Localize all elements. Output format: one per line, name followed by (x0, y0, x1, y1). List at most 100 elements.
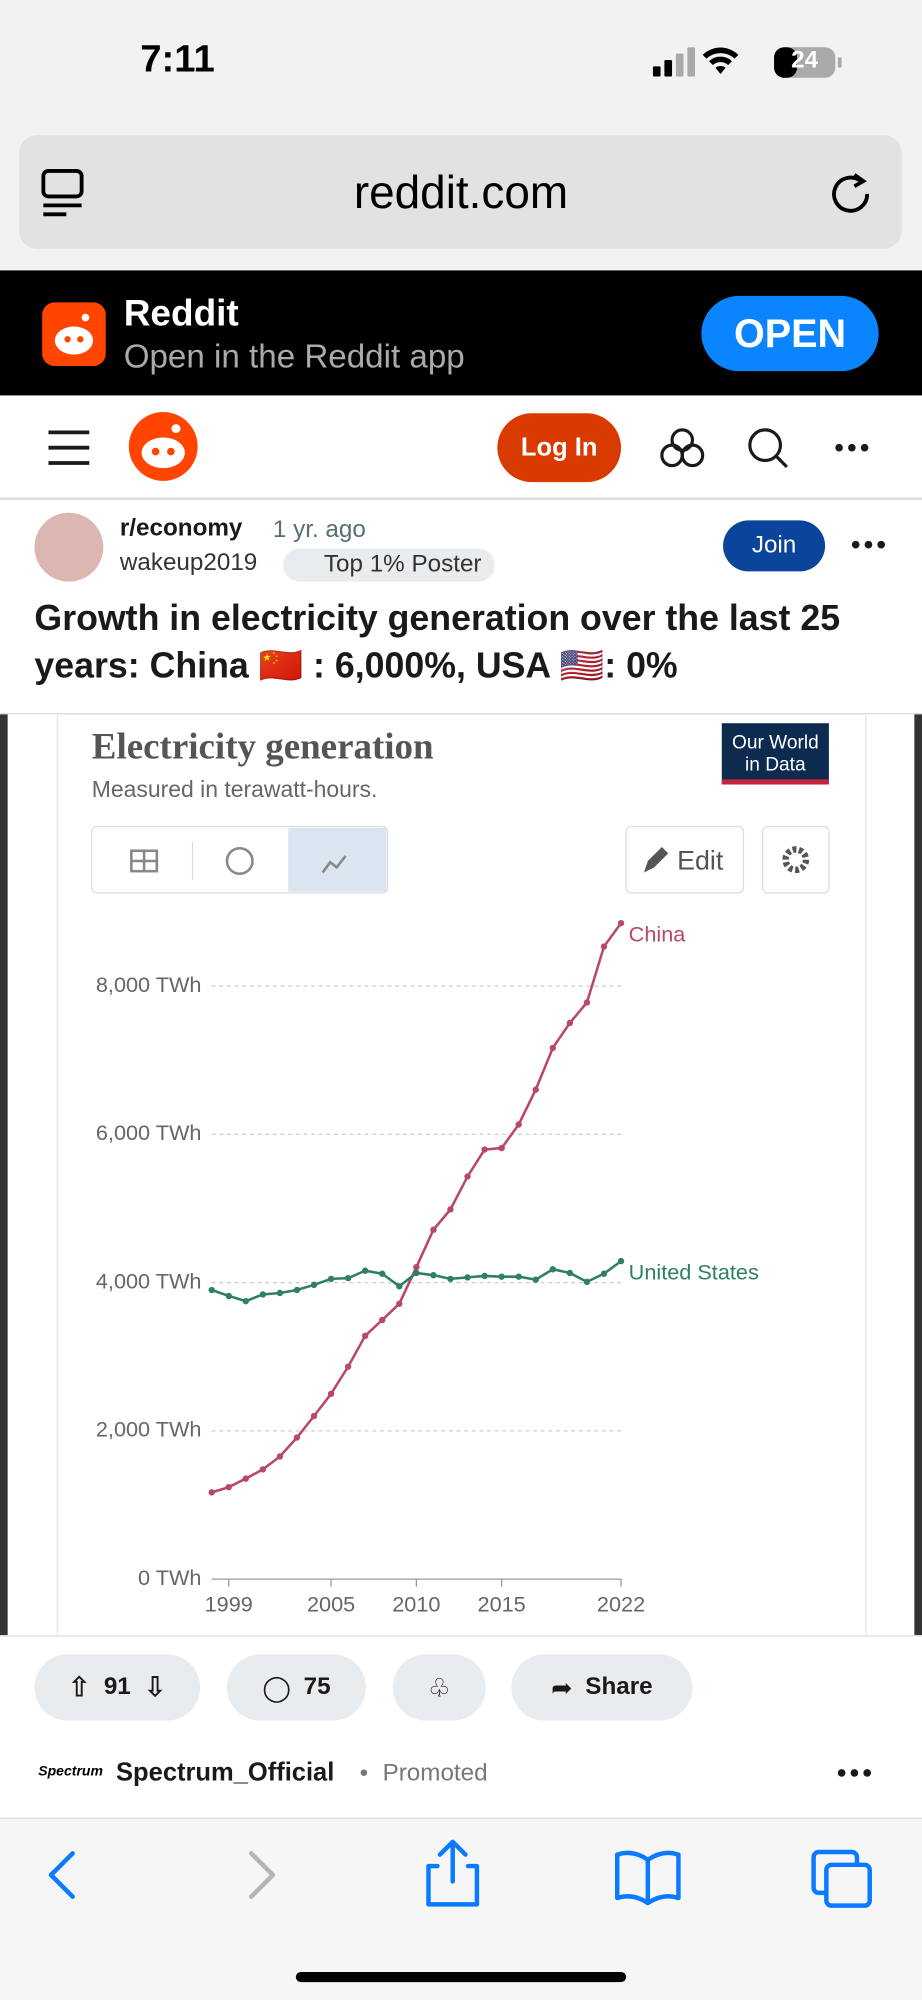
reddit-app-icon (42, 302, 106, 367)
menu-icon[interactable] (46, 429, 92, 467)
vote-bar[interactable]: ⇧ 91 ⇩ (34, 1654, 201, 1721)
y-tick-label: 0 TWh (138, 1565, 201, 1590)
award-button[interactable]: ♧ (392, 1654, 486, 1721)
post-title[interactable]: Growth in electricity generation over th… (34, 598, 841, 685)
data-point (617, 1257, 625, 1265)
join-button[interactable]: Join (723, 520, 826, 572)
data-point (344, 1274, 352, 1282)
data-point (447, 1206, 454, 1213)
y-tick-label: 4,000 TWh (96, 1268, 202, 1293)
data-point (515, 1121, 522, 1128)
y-tick-label: 2,000 TWh (96, 1417, 202, 1442)
data-point (293, 1434, 301, 1441)
y-tick-label: 6,000 TWh (96, 1120, 202, 1145)
x-tick-label: 2022 (597, 1592, 645, 1617)
data-point (310, 1412, 318, 1420)
data-point (242, 1475, 249, 1482)
url: reddit.com (353, 165, 569, 219)
reddit-logo[interactable] (128, 411, 202, 485)
data-point (413, 1269, 420, 1277)
data-point (447, 1275, 454, 1283)
vote-count: 91 (103, 1673, 131, 1701)
x-tick-label: 2015 (478, 1592, 526, 1617)
nav-icons (660, 428, 869, 468)
app-subtitle: Open in the Reddit app (123, 336, 465, 375)
share-button[interactable]: ➦ Share (511, 1654, 693, 1721)
data-point (600, 1270, 608, 1277)
data-point (379, 1270, 386, 1277)
data-point (396, 1300, 403, 1307)
url-bar[interactable] (19, 135, 902, 249)
more-icon[interactable] (837, 1764, 875, 1782)
data-point (464, 1274, 471, 1281)
tabs-icon[interactable] (38, 166, 89, 220)
data-point (208, 1286, 215, 1294)
edit-button[interactable]: Edit (677, 845, 724, 875)
data-point (481, 1146, 488, 1153)
x-tick-label: 2010 (392, 1592, 440, 1617)
data-point (362, 1332, 369, 1340)
data-point (617, 919, 625, 927)
promoter-name[interactable]: Spectrum_Official (116, 1758, 335, 1787)
chart-subtitle: Measured in terawatt-hours. (92, 776, 378, 802)
data-point (430, 1226, 437, 1233)
status-icons (652, 47, 842, 78)
data-point (362, 1267, 369, 1274)
share-label: Share (585, 1673, 653, 1701)
data-point (293, 1286, 301, 1294)
avatar (34, 512, 104, 582)
data-point (242, 1297, 249, 1305)
more-icon[interactable] (851, 536, 889, 554)
app-name: Reddit (123, 293, 239, 335)
data-point (259, 1291, 267, 1298)
data-point (344, 1363, 352, 1370)
data-point (327, 1275, 335, 1283)
chart-title: Electricity generation (92, 725, 434, 766)
data-point (515, 1273, 522, 1280)
promoter-logo: Spectrum (38, 1764, 103, 1780)
data-point (379, 1316, 386, 1324)
battery-level: 24 (791, 47, 819, 74)
post-age: 1 yr. ago (272, 516, 366, 544)
x-tick-label: 2005 (307, 1592, 355, 1617)
y-tick-label: 8,000 TWh (96, 972, 202, 997)
author[interactable]: wakeup2019 (119, 549, 258, 577)
reload-icon[interactable] (826, 168, 877, 219)
logo-text: Our World (732, 733, 819, 754)
login-button[interactable]: Log In (497, 413, 622, 483)
toolbar-icons (48, 1839, 872, 1983)
divider (0, 1635, 922, 1637)
comment-count: 75 (303, 1673, 331, 1701)
data-point (225, 1483, 232, 1491)
data-point (208, 1489, 215, 1496)
data-point (532, 1086, 539, 1093)
data-point (583, 1278, 591, 1286)
separator: • (359, 1760, 369, 1787)
data-point (327, 1390, 335, 1397)
data-point (549, 1266, 557, 1273)
subreddit[interactable]: r/economy (119, 515, 243, 543)
data-point (259, 1466, 267, 1473)
logo-text: in Data (745, 754, 806, 775)
open-button[interactable]: OPEN (701, 295, 879, 372)
data-point (464, 1173, 471, 1180)
flair: Top 1% Poster (283, 548, 495, 582)
data-point (566, 1019, 574, 1027)
data-point (225, 1292, 232, 1300)
data-point (310, 1281, 318, 1289)
x-tick-label: 1999 (205, 1592, 253, 1617)
data-point (600, 943, 608, 950)
series-label: United States (629, 1260, 759, 1285)
divider (0, 497, 922, 500)
comments-button[interactable]: ◯ 75 (226, 1654, 366, 1721)
promoted-label: Promoted (382, 1760, 488, 1787)
chart: Electricity generation Measured in teraw… (0, 714, 922, 1636)
data-point (498, 1144, 505, 1152)
data-point (532, 1276, 539, 1283)
data-point (566, 1269, 574, 1277)
data-point (430, 1271, 437, 1279)
series-label: China (629, 922, 687, 947)
data-point (549, 1044, 557, 1052)
data-point (583, 999, 591, 1006)
